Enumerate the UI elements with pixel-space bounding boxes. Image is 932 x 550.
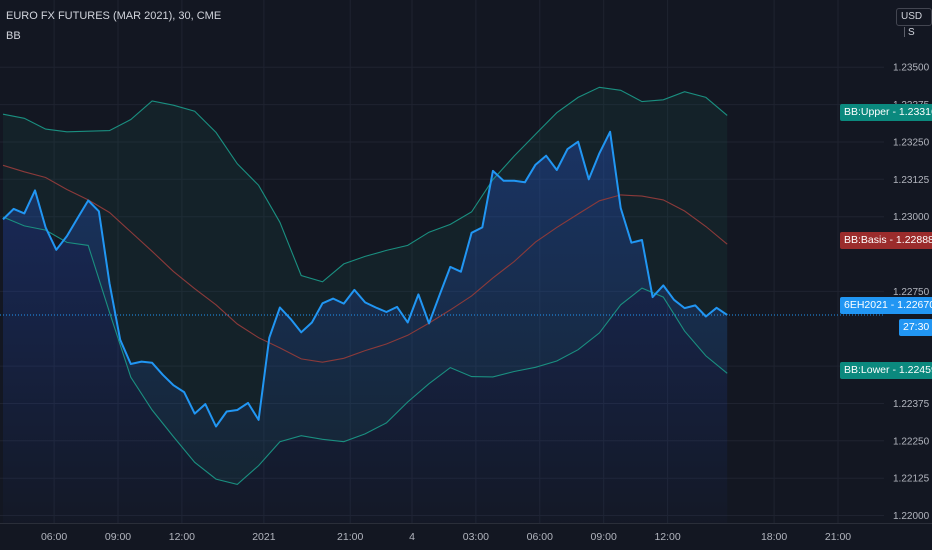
time-scale-label-2: 12:00 <box>169 531 195 543</box>
time-scale-label-11: 21:00 <box>825 531 851 543</box>
price-scale-label-10: 1.22000 <box>893 511 930 522</box>
time-scale-label-10: 18:00 <box>761 531 787 543</box>
time-scale-label-8: 09:00 <box>591 531 617 543</box>
time-scale-label-4: 21:00 <box>337 531 363 543</box>
price-scale-label-8: 1.22250 <box>893 436 930 447</box>
bar-countdown-tag: 27:30 <box>899 319 932 336</box>
currency-marker: S <box>908 27 915 38</box>
time-scale-label-5: 4 <box>409 531 415 543</box>
price-scale-label-7: 1.22375 <box>893 399 930 410</box>
time-scale-label-6: 03:00 <box>463 531 489 543</box>
bb-lower-line <box>2 216 728 486</box>
price-scale-label-0: 1.23500 <box>893 63 930 74</box>
time-scale-label-7: 06:00 <box>527 531 553 543</box>
price-scale-label-9: 1.22125 <box>893 474 930 485</box>
price-area-fill <box>3 131 728 524</box>
currency-separator <box>904 27 905 38</box>
last-price-tag: 6EH2021 - 1.22670 <box>840 297 932 314</box>
price-scale-label-5: 1.22750 <box>893 287 930 298</box>
bb-lower-tag: BB:Lower - 1.22459 <box>840 362 932 379</box>
currency-button[interactable]: USD S <box>896 8 932 38</box>
currency-label: USD <box>901 11 923 22</box>
price-line[interactable] <box>2 130 728 428</box>
bb-basis-tag: BB:Basis - 1.22888 <box>840 232 932 249</box>
price-scale-label-4: 1.23000 <box>893 212 930 223</box>
time-scale-label-9: 12:00 <box>654 531 680 543</box>
time-scale-label-0: 06:00 <box>41 531 67 543</box>
price-scale-label-2: 1.23250 <box>893 138 930 149</box>
chart-title[interactable]: EURO FX FUTURES (MAR 2021), 30, CME <box>6 10 222 22</box>
bb-upper-tag: BB:Upper - 1.23316 <box>840 104 932 121</box>
bb-upper-line <box>2 86 728 283</box>
bb-basis-line <box>2 164 728 363</box>
indicator-legend[interactable]: BB <box>6 30 21 42</box>
time-scale-label-3: 2021 <box>252 531 276 543</box>
price-scale-label-3: 1.23125 <box>893 175 930 186</box>
time-scale-label-1: 09:00 <box>105 531 131 543</box>
